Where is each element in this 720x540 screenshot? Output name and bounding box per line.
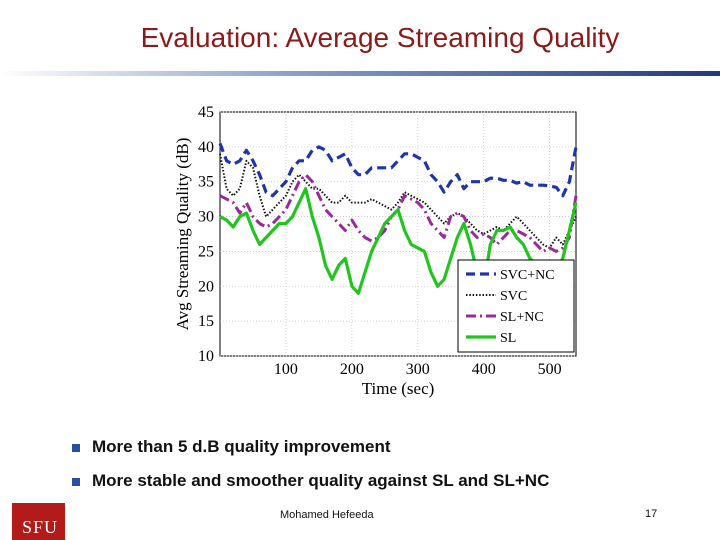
x-tick-label: 200 [340, 361, 364, 378]
bullet-text: More stable and smoother quality against… [92, 471, 550, 490]
x-tick-label: 400 [472, 361, 496, 378]
sfu-logo-text: SFU [22, 517, 59, 537]
page-number: 17 [645, 508, 658, 520]
x-tick-label: 300 [406, 361, 430, 378]
title-divider [0, 71, 720, 76]
streaming-quality-chart: 100 200 300 400 500 10 15 20 25 30 35 40 45 SVC+NC SV… [173, 104, 578, 398]
legend-label: SVC+NC [500, 268, 555, 283]
x-tick-label: 500 [538, 361, 562, 378]
series-line-sl-plus-nc [219, 173, 578, 253]
series-line-sl [219, 187, 578, 295]
legend-label: SL+NC [500, 310, 544, 325]
y-tick-label: 25 [198, 243, 214, 260]
y-tick-label: 30 [198, 209, 214, 226]
bullet-item: More stable and smoother quality against… [72, 471, 549, 491]
series-line-svc [219, 153, 577, 249]
y-tick-label: 15 [198, 313, 214, 330]
bullet-square-icon [72, 477, 80, 486]
y-tick-label: 45 [198, 104, 214, 121]
series-line-svc-plus-nc [218, 142, 578, 198]
legend-label: SL [500, 331, 516, 346]
y-axis-label: Avg Streaming Quality (dB) [173, 138, 192, 331]
x-tick-label: 100 [274, 361, 298, 378]
bullet-item: More than 5 d.B quality improvement [72, 437, 391, 457]
sfu-logo [12, 503, 65, 540]
footer-author: Mohamed Hefeeda [280, 509, 374, 521]
y-tick-label: 35 [198, 174, 214, 191]
bullet-text: More than 5 d.B quality improvement [92, 437, 391, 456]
y-tick-label: 40 [198, 139, 214, 156]
bullet-square-icon [72, 443, 80, 452]
y-tick-label: 20 [198, 278, 214, 295]
x-axis-label: Time (sec) [362, 379, 435, 398]
y-tick-label: 10 [198, 348, 214, 365]
slide-title: Evaluation: Average Streaming Quality [140, 22, 620, 53]
legend-label: SVC [500, 289, 527, 304]
